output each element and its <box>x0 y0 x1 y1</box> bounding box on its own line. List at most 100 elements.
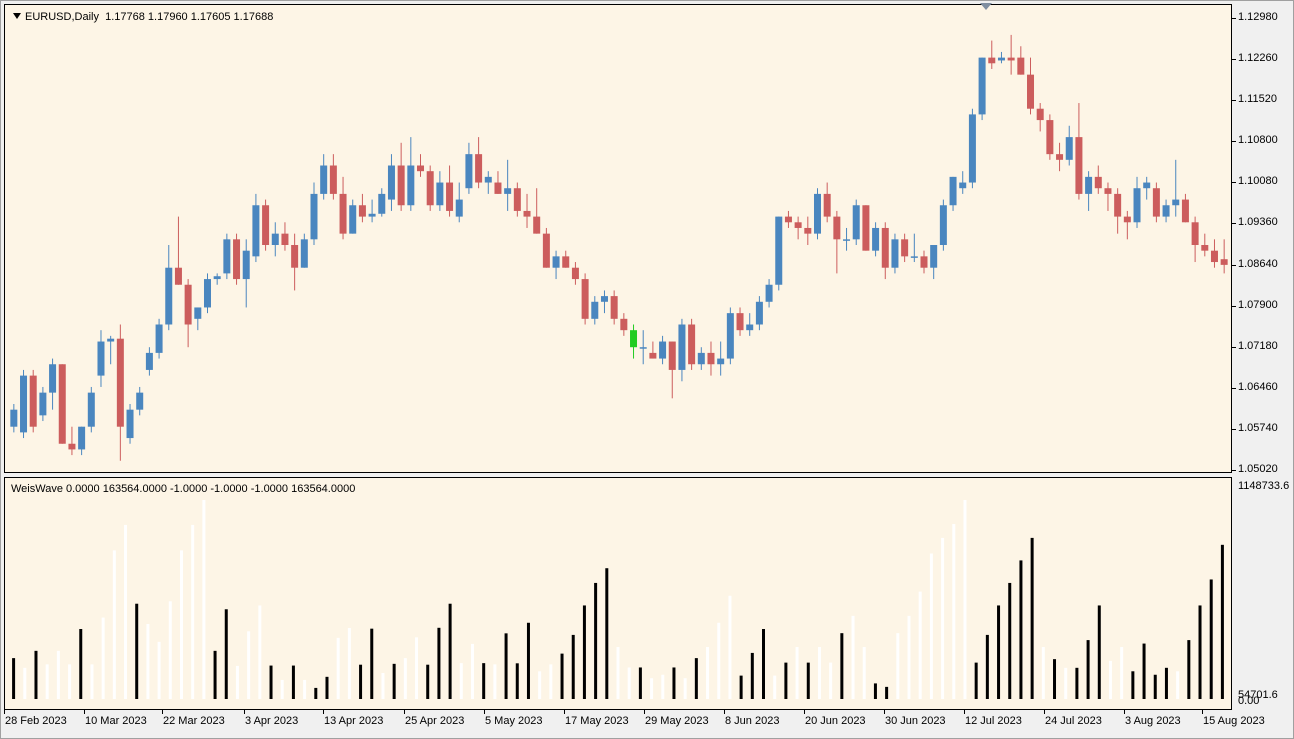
price-axis-tick <box>1232 428 1236 430</box>
bear-candle <box>513 188 521 211</box>
bull-candle <box>852 205 860 240</box>
bull-candle <box>726 313 734 359</box>
wave-bar-up <box>325 676 329 699</box>
wave-bar-up <box>1053 659 1057 699</box>
time-axis-tick <box>884 710 885 714</box>
bear-candle <box>1094 176 1102 189</box>
bear-candle <box>688 324 696 365</box>
time-axis-label: 8 Jun 2023 <box>725 715 780 727</box>
wave-bar-up <box>482 663 486 699</box>
bull-candle <box>320 165 328 194</box>
bull-candle <box>949 176 957 206</box>
bear-candle <box>668 341 676 370</box>
time-axis-tick <box>1202 710 1203 714</box>
chart-shift-marker-icon[interactable] <box>980 3 992 10</box>
time-axis[interactable]: 28 Feb 2023 10 Mar 2023 22 Mar 2023 3 Apr 2… <box>4 710 1265 739</box>
wave-bar-down <box>1041 647 1045 699</box>
bull-candle <box>659 341 667 359</box>
price-axis[interactable]: 1.12980 1.12260 1.11520 1.10800 1.10080 1.093… <box>1232 4 1294 475</box>
price-axis-tick <box>1232 223 1236 225</box>
wave-bar-down <box>963 500 967 699</box>
bull-candle <box>107 338 115 342</box>
bear-candle <box>1036 108 1044 121</box>
bull-candle <box>49 364 57 393</box>
indicator-axis-mid: 54701.6 <box>1238 689 1278 701</box>
bear-candle <box>1075 137 1083 194</box>
bear-candle <box>281 233 289 245</box>
bull-candle <box>136 392 144 410</box>
price-axis-tick <box>1232 346 1236 348</box>
bear-candle <box>523 210 531 217</box>
time-axis-label: 13 Apr 2023 <box>324 715 384 727</box>
wave-bar-down <box>851 615 855 699</box>
wave-bar-down <box>191 524 195 699</box>
price-chart-pane[interactable]: EURUSD,Daily 1.17768 1.17960 1.17605 1.1… <box>4 4 1232 473</box>
wave-bar-down <box>303 679 307 699</box>
wave-bar-down <box>728 595 732 699</box>
wave-bar-up <box>1030 537 1034 699</box>
bull-candle <box>552 256 560 268</box>
price-axis-tick <box>1232 305 1236 307</box>
bear-candle <box>1056 154 1064 160</box>
bear-candle <box>116 338 124 427</box>
bear-candle <box>358 205 366 217</box>
wave-bar-down <box>862 647 866 699</box>
bull-candle <box>10 409 18 427</box>
bull-candle <box>165 267 173 325</box>
wave-bar-up <box>1164 667 1168 699</box>
bull-candle <box>39 392 47 416</box>
ohlc-values: 1.17768 1.17960 1.17605 1.17688 <box>105 11 274 23</box>
bear-candle <box>174 267 182 285</box>
time-axis-tick <box>1044 710 1045 714</box>
wave-bar-up <box>873 683 877 699</box>
wave-bar-down <box>627 667 631 699</box>
price-axis-label: 1.07900 <box>1238 298 1278 311</box>
bull-candle <box>78 426 86 450</box>
candlestick-chart[interactable] <box>5 5 1231 472</box>
chart-title: EURUSD,Daily 1.17768 1.17960 1.17605 1.1… <box>13 11 273 23</box>
bear-candle <box>1046 120 1054 155</box>
wave-bar-up <box>269 665 273 699</box>
bear-candle <box>1123 216 1131 223</box>
wave-bar-down <box>90 664 94 699</box>
bear-candle <box>1152 188 1160 217</box>
time-axis-label: 24 Jul 2023 <box>1045 715 1102 727</box>
bear-candle <box>707 352 715 365</box>
bear-candle <box>562 256 570 268</box>
wave-bar-down <box>23 667 27 699</box>
bull-candle <box>300 239 308 268</box>
weiswave-histogram[interactable] <box>5 478 1231 709</box>
indicator-axis[interactable]: 1148733.6 54701.6 0.00 <box>1232 477 1294 710</box>
wave-bar-down <box>56 650 60 699</box>
collapse-triangle-icon[interactable] <box>13 13 21 19</box>
bear-candle <box>262 205 270 245</box>
wave-bar-up <box>34 650 38 699</box>
bull-candle <box>1162 205 1170 217</box>
wave-bar-up <box>448 603 452 699</box>
bear-candle <box>475 154 483 183</box>
wave-bar-down <box>459 663 463 699</box>
bull-candle <box>591 301 599 319</box>
bull-candle <box>484 176 492 183</box>
time-axis-tick <box>964 710 965 714</box>
wave-bar-up <box>213 650 217 699</box>
time-axis-tick <box>644 710 645 714</box>
wave-bar-up <box>1075 667 1079 699</box>
bull-candle <box>755 301 763 325</box>
symbol-timeframe: EURUSD,Daily <box>25 11 99 23</box>
bear-candle <box>901 239 909 257</box>
wave-bar-down <box>146 623 150 699</box>
wave-bar-up <box>135 603 139 699</box>
wave-bar-up <box>1187 640 1191 699</box>
wave-bar-down <box>817 647 821 699</box>
price-axis-label: 1.08640 <box>1238 257 1278 270</box>
wave-bar-down <box>347 627 351 699</box>
bear-candle <box>533 216 541 234</box>
bear-candle <box>620 318 628 331</box>
indicator-pane[interactable]: WeisWave 0.0000 163564.0000 -1.0000 -1.0… <box>4 477 1232 710</box>
wave-bar-down <box>650 678 654 699</box>
bear-candle <box>339 193 347 234</box>
time-axis-label: 10 Mar 2023 <box>85 715 147 727</box>
wave-bar-up <box>437 627 441 699</box>
time-axis-tick <box>404 710 405 714</box>
